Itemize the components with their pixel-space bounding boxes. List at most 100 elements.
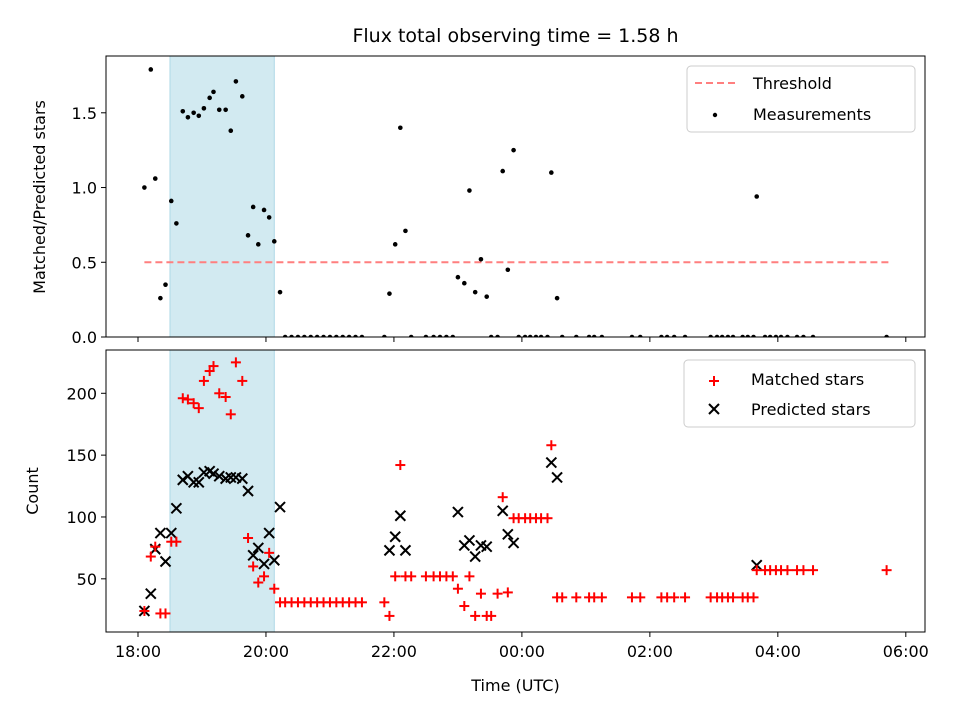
predicted-stars-point: [389, 531, 401, 543]
measurement-point: [216, 107, 222, 113]
matched-stars-point: [459, 601, 470, 612]
predicted-stars-point: [252, 542, 264, 554]
measurement-point: [340, 334, 346, 337]
predicted-stars-point: [399, 544, 412, 557]
measurement-point: [573, 334, 579, 337]
measurement-point: [148, 67, 154, 72]
measurement-point: [730, 334, 736, 337]
measurement-point: [484, 294, 490, 299]
matched-stars-point: [160, 608, 171, 619]
measurement-point: [708, 334, 713, 337]
predicted-stars-point: [545, 456, 558, 469]
matched-stars-point: [406, 571, 417, 582]
measurement-point: [659, 334, 664, 337]
measurement-point: [505, 267, 511, 273]
predicted-stars-point: [263, 527, 275, 539]
matched-stars-point: [395, 460, 406, 471]
matched-stars-point: [557, 592, 568, 603]
matched-stars-point: [230, 357, 241, 368]
x-tick-label: 06:00: [883, 642, 929, 661]
measurement-point: [185, 114, 191, 120]
measurement-point: [527, 334, 533, 337]
matched-stars-point: [447, 571, 458, 582]
measurement-point: [751, 334, 756, 337]
bottom-y-tick-label: 100: [66, 508, 97, 527]
measurement-point: [511, 147, 516, 153]
measurement-point: [211, 89, 216, 95]
top-legend-box: [686, 65, 916, 133]
measurement-point: [522, 334, 528, 337]
predicted-stars-point: [242, 485, 254, 497]
measurement-point: [467, 188, 472, 193]
matched-stars-point: [150, 541, 161, 552]
matched-stars-point: [225, 409, 236, 420]
matched-stars-point: [782, 565, 793, 576]
measurement-point: [437, 334, 443, 337]
matched-stars-point: [571, 592, 582, 603]
matched-stars-point: [248, 561, 259, 572]
top-y-tick-label: 1.0: [72, 179, 97, 198]
predicted-stars-point: [207, 467, 220, 480]
measurement-point: [725, 334, 731, 337]
measurement-point: [462, 280, 467, 286]
measurement-point: [754, 194, 760, 199]
matched-stars-point: [253, 577, 264, 588]
matched-stars-point: [486, 610, 497, 621]
predicted-stars-point: [502, 528, 514, 540]
observing-window-span: [169, 56, 275, 337]
matched-stars-point: [259, 571, 270, 582]
legend-measurements-label: Measurements: [753, 105, 871, 124]
measurement-point: [423, 334, 429, 337]
measurement-point: [719, 334, 725, 337]
legend-matched-label: Matched stars: [751, 370, 864, 389]
x-tick-label: 04:00: [755, 642, 801, 661]
matched-stars-point: [452, 583, 463, 594]
predicted-stars-point: [159, 555, 172, 568]
measurement-point: [745, 334, 751, 337]
matched-stars-point: [243, 533, 254, 543]
predicted-stars-point: [496, 505, 509, 517]
top-legend: Threshold Measurements: [686, 65, 916, 133]
matched-stars-point: [748, 592, 759, 603]
measurement-point: [762, 334, 768, 337]
x-tick-label: 18:00: [115, 642, 161, 661]
measurement-point: [785, 334, 790, 337]
matched-stars-point: [264, 547, 275, 558]
matched-stars-point: [464, 571, 475, 582]
predicted-stars-point: [394, 510, 407, 522]
predicted-stars-point: [258, 558, 270, 570]
measurement-point: [431, 334, 436, 337]
matched-stars-point: [193, 403, 204, 414]
legend-threshold-label: Threshold: [752, 74, 832, 93]
predicted-stars-point: [274, 501, 286, 513]
matched-stars-point: [492, 588, 503, 599]
measurement-point: [884, 334, 889, 337]
predicted-stars-point: [480, 540, 493, 553]
measurement-point: [387, 291, 392, 296]
matched-stars-point: [356, 597, 367, 608]
measurement-point: [392, 242, 398, 247]
measurement-point: [403, 228, 408, 234]
measurement-point: [334, 334, 339, 337]
measurement-point: [191, 110, 196, 116]
measurement-point: [327, 334, 333, 337]
measurement-point: [346, 334, 352, 337]
measurement-point: [152, 176, 158, 181]
predicted-stars-point: [236, 472, 248, 485]
predicted-stars-point: [507, 537, 520, 549]
predicted-stars-point: [213, 470, 225, 482]
measurement-point: [533, 334, 539, 337]
bottom-y-tick-label: 200: [66, 384, 97, 403]
top-y-axis-label: Matched/Predicted stars: [30, 100, 49, 294]
x-tick-label: 02:00: [627, 642, 673, 661]
predicted-stars-point: [247, 549, 259, 562]
measurement-point: [591, 334, 597, 337]
measurement-point: [142, 185, 147, 190]
measurement-point: [810, 334, 816, 337]
measurement-point: [158, 295, 163, 301]
matched-stars-point: [502, 587, 513, 598]
measurement-point: [599, 334, 605, 337]
predicted-stars-point: [225, 471, 237, 484]
measurement-point: [382, 334, 387, 337]
